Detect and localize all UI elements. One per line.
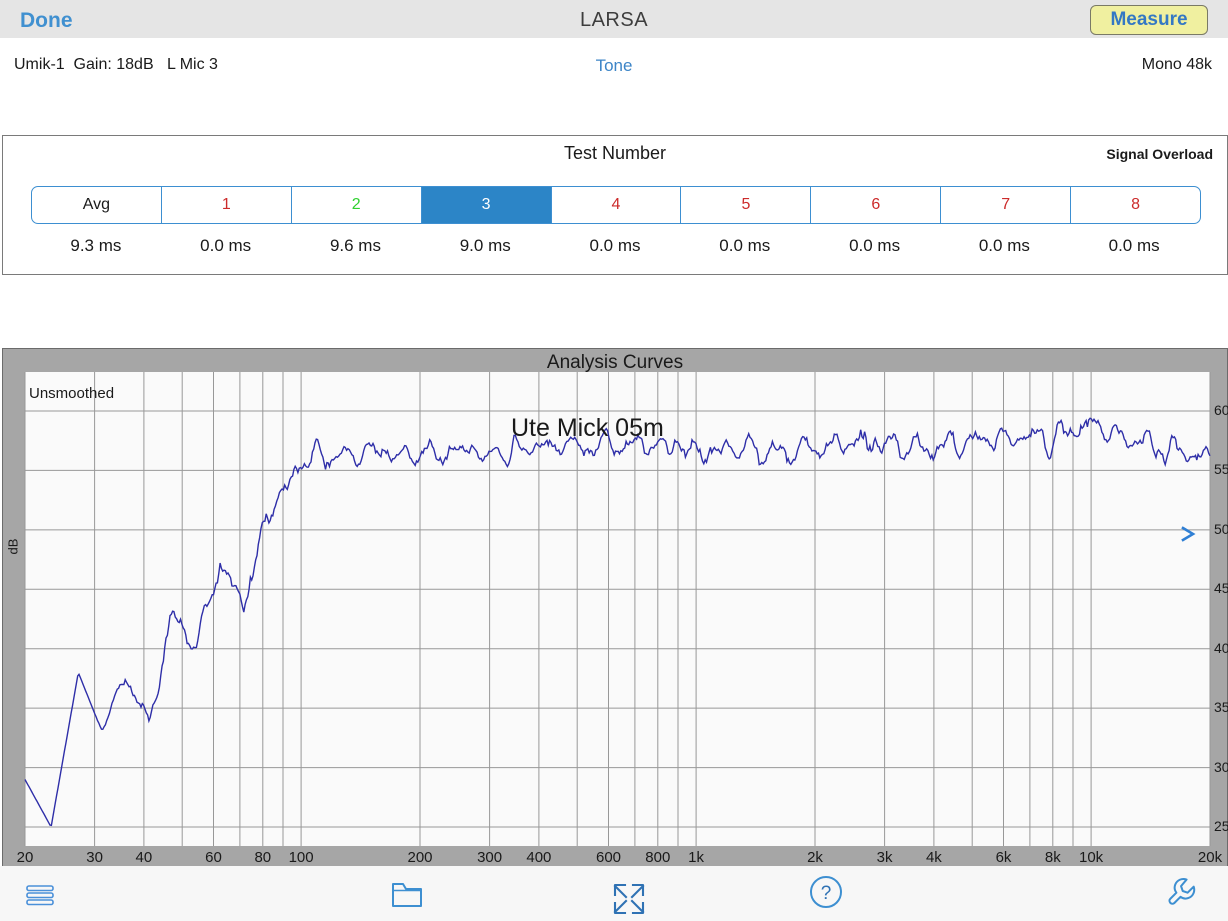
svg-text:?: ? (821, 883, 832, 904)
